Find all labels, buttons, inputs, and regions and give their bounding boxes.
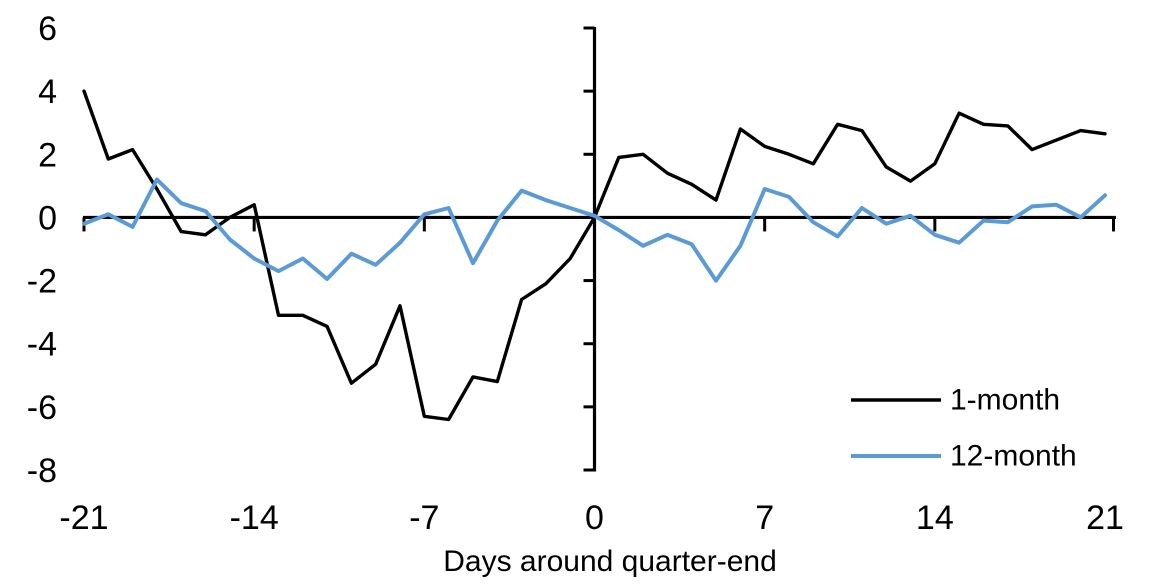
- legend-label-1-month: 1-month: [950, 384, 1060, 417]
- series-line-12-month: [82, 177, 1107, 283]
- x-tick-label--7: -7: [409, 499, 439, 537]
- y-tick-label-0: 0: [38, 199, 57, 237]
- y-tick-label--8: -8: [27, 452, 57, 490]
- x-tick-label--21: -21: [59, 499, 108, 537]
- x-axis-title: Days around quarter-end: [443, 545, 777, 578]
- y-tick-label--6: -6: [27, 389, 57, 427]
- y-tick-label-4: 4: [38, 73, 57, 111]
- x-tick-label-14: 14: [916, 499, 954, 537]
- x-tick-label--14: -14: [230, 499, 279, 537]
- y-tick-label-6: 6: [38, 10, 57, 48]
- y-tick-label--4: -4: [27, 326, 57, 364]
- y-tick-label-2: 2: [38, 136, 57, 174]
- x-tick-label-0: 0: [585, 499, 604, 537]
- legend-label-12-month: 12-month: [950, 440, 1077, 473]
- x-tick-label-7: 7: [755, 499, 774, 537]
- x-tick-label-21: 21: [1086, 499, 1124, 537]
- y-tick-label--2: -2: [27, 263, 57, 301]
